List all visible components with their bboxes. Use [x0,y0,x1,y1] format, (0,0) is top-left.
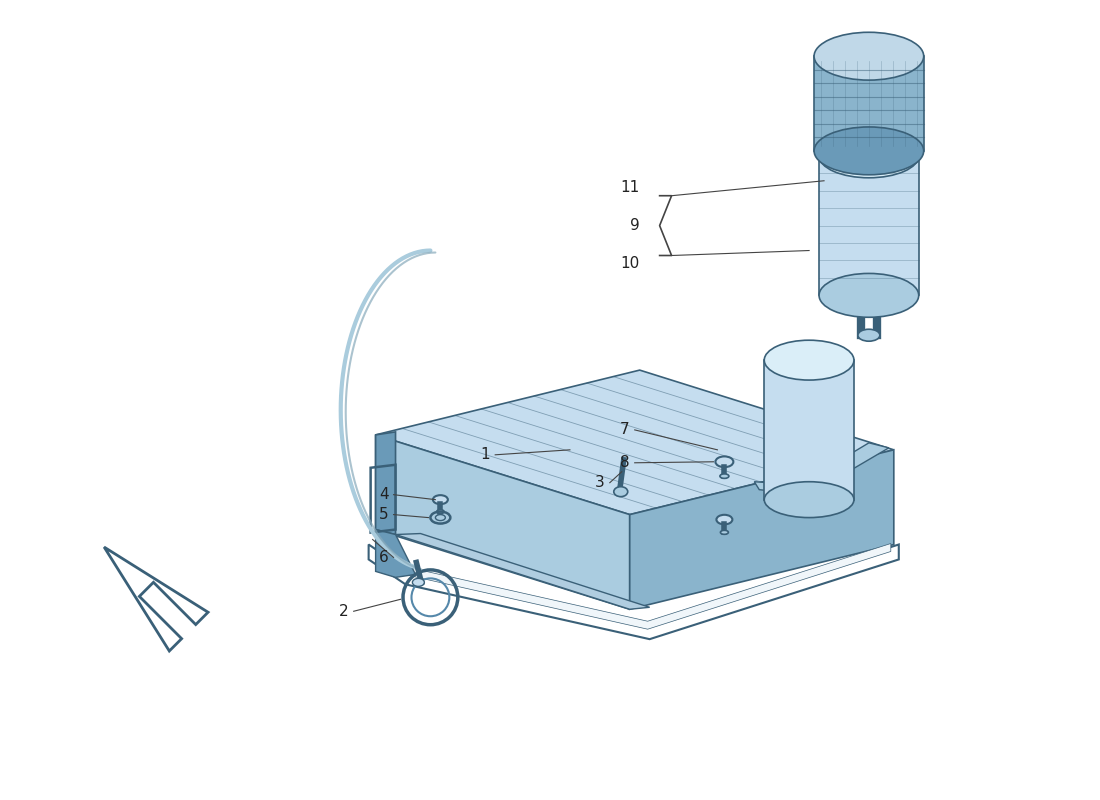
Polygon shape [629,450,894,610]
Ellipse shape [720,530,728,534]
Ellipse shape [436,514,446,521]
Ellipse shape [716,515,733,524]
Ellipse shape [715,457,734,467]
Polygon shape [820,156,918,295]
Ellipse shape [433,495,448,504]
Text: 2: 2 [339,604,349,618]
Ellipse shape [858,330,880,342]
Polygon shape [375,370,894,514]
Ellipse shape [820,274,918,318]
Ellipse shape [814,127,924,174]
Ellipse shape [412,578,425,586]
Text: 10: 10 [620,256,640,271]
Text: 11: 11 [620,180,640,195]
Text: 6: 6 [378,550,388,565]
Ellipse shape [719,474,729,478]
Text: 7: 7 [620,422,629,438]
Polygon shape [755,443,889,494]
Text: 8: 8 [620,455,629,470]
Text: 3: 3 [595,475,605,490]
Polygon shape [375,435,629,610]
Polygon shape [375,432,396,534]
Polygon shape [396,534,650,610]
Ellipse shape [764,482,854,518]
Ellipse shape [764,340,854,380]
Ellipse shape [437,510,444,514]
Polygon shape [814,56,924,151]
Ellipse shape [820,134,918,178]
Ellipse shape [614,486,628,497]
Polygon shape [104,547,208,651]
Text: 5: 5 [378,507,388,522]
Text: 1: 1 [481,447,491,462]
Text: 4: 4 [378,487,388,502]
Text: 9: 9 [630,218,640,233]
Polygon shape [375,530,416,578]
Polygon shape [381,543,891,630]
Ellipse shape [814,32,924,80]
Polygon shape [764,360,854,500]
